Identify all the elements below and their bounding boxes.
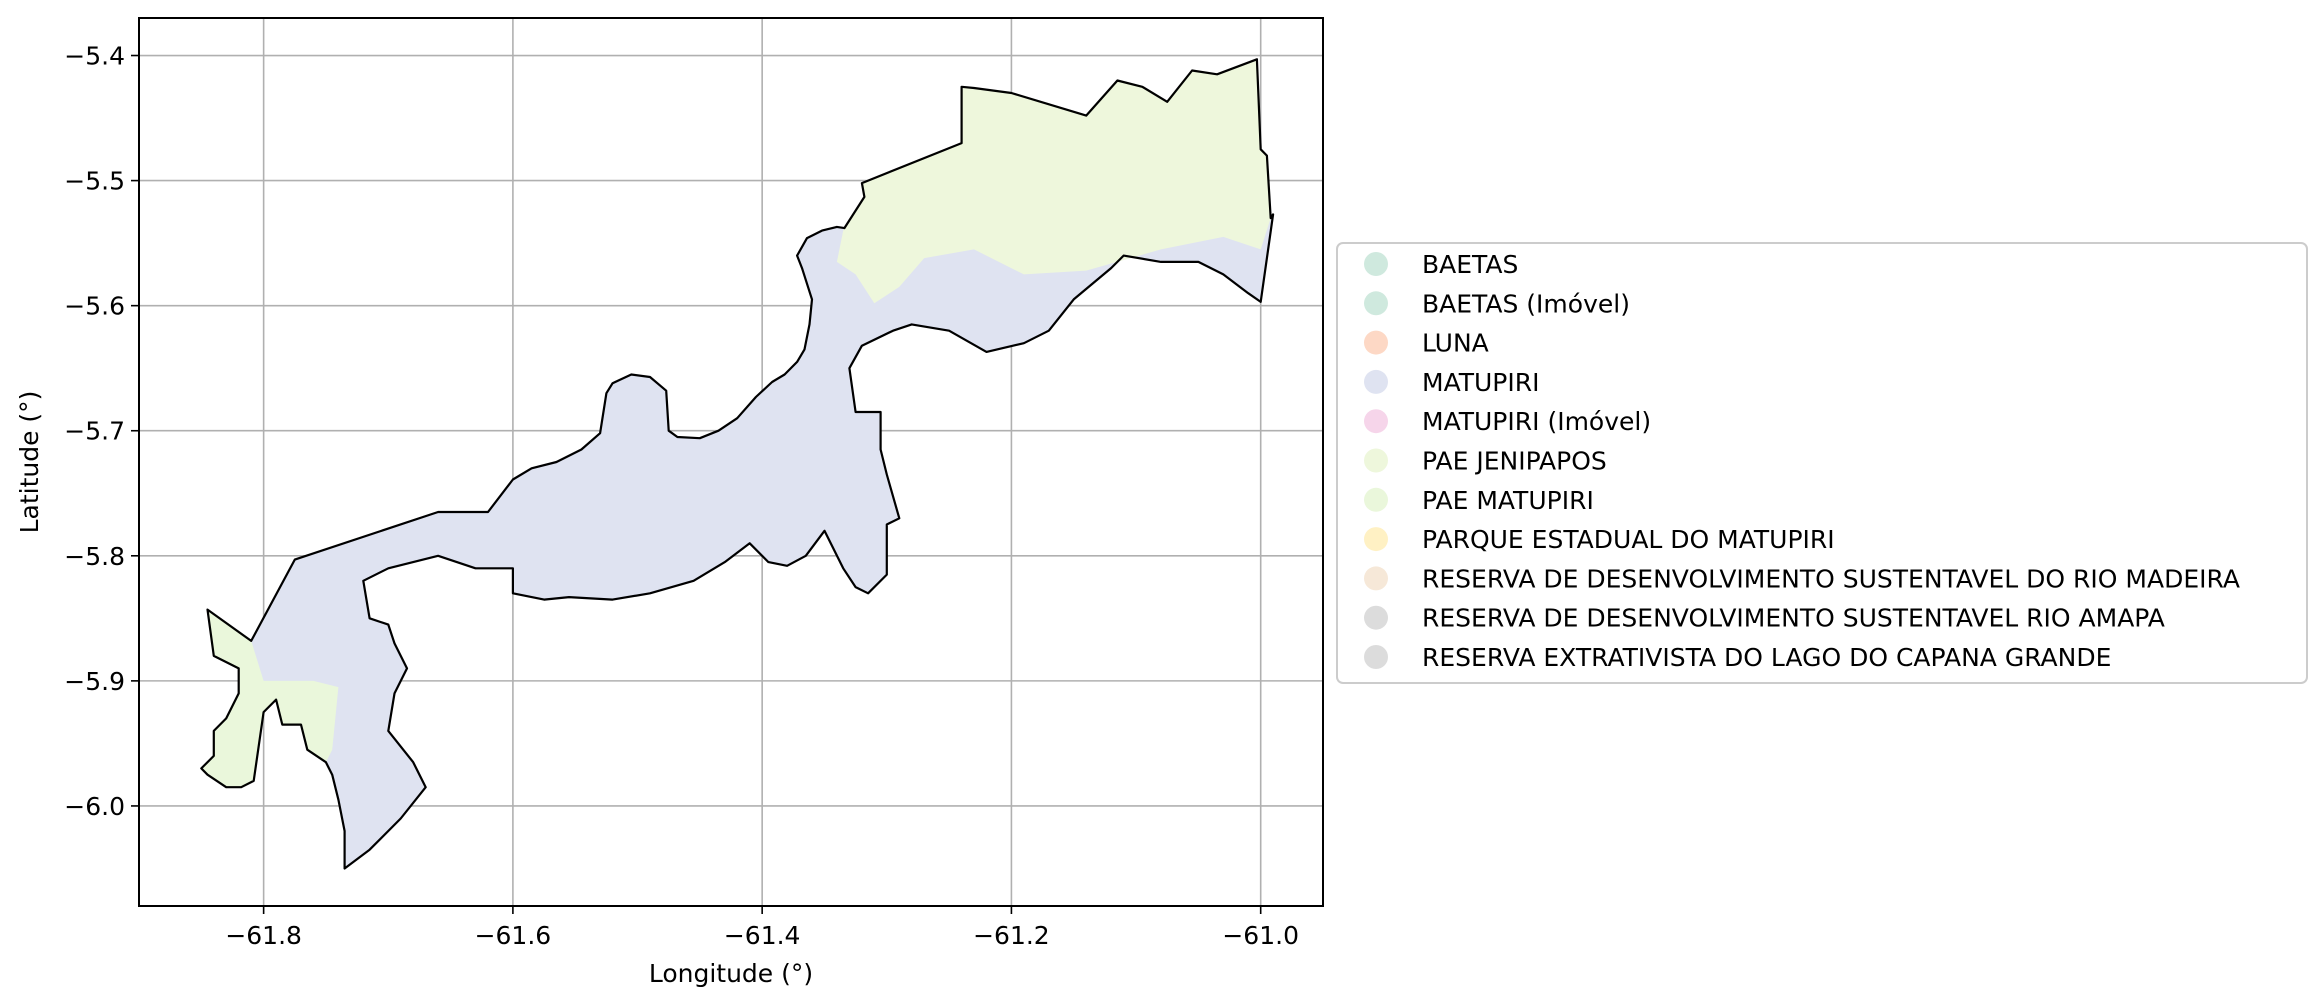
legend-marker bbox=[1364, 645, 1388, 669]
y-tick-label: −5.4 bbox=[64, 42, 125, 71]
y-tick-label: −5.8 bbox=[64, 542, 125, 571]
legend-label: PAE JENIPAPOS bbox=[1422, 447, 1607, 476]
x-axis-label: Longitude (°) bbox=[649, 959, 813, 988]
x-tick-label: −61.6 bbox=[475, 921, 552, 950]
legend: BAETAS BAETAS (Imóvel) LUNA MATUPIRI MATUPIR… bbox=[1336, 242, 2308, 684]
legend-marker bbox=[1364, 369, 1388, 394]
y-tick-label: −5.5 bbox=[64, 167, 125, 196]
legend-label: BAETAS bbox=[1422, 250, 1518, 279]
y-tick-label: −5.6 bbox=[64, 292, 125, 321]
legend-marker bbox=[1364, 409, 1388, 434]
pae-jenipapos-region bbox=[836, 59, 1271, 304]
legend-item: PAE MATUPIRI bbox=[1364, 486, 1594, 515]
x-tick-label: −61.2 bbox=[973, 921, 1050, 950]
legend-item: RESERVA EXTRATIVISTA DO LAGO DO CAPANA G… bbox=[1364, 643, 2111, 672]
legend-item: MATUPIRI (Imóvel) bbox=[1364, 407, 1651, 436]
y-tick-label: −5.9 bbox=[64, 667, 125, 696]
legend-item: BAETAS (Imóvel) bbox=[1364, 289, 1630, 318]
pae-matupiri-region bbox=[201, 609, 339, 788]
legend-label: RESERVA DE DESENVOLVIMENTO SUSTENTAVEL R… bbox=[1422, 604, 2165, 633]
legend-label: RESERVA EXTRATIVISTA DO LAGO DO CAPANA G… bbox=[1422, 643, 2111, 672]
y-tick-label: −5.7 bbox=[64, 417, 125, 446]
legend-label: BAETAS (Imóvel) bbox=[1422, 289, 1630, 318]
legend-label: MATUPIRI bbox=[1422, 368, 1540, 397]
legend-marker bbox=[1364, 330, 1388, 355]
x-tick-label: −61.4 bbox=[724, 921, 801, 950]
y-tick-label: −6.0 bbox=[64, 792, 125, 821]
x-tick-label: −61.8 bbox=[225, 921, 302, 950]
legend-item: BAETAS bbox=[1364, 250, 1518, 279]
y-axis-ticks: −5.4 −5.5 −5.6 −5.7 −5.8 −5.9 −6.0 bbox=[64, 42, 139, 821]
region-layer bbox=[200, 58, 1275, 870]
legend-marker bbox=[1364, 252, 1388, 276]
study-area-outline bbox=[200, 58, 1275, 870]
legend-label: PARQUE ESTADUAL DO MATUPIRI bbox=[1422, 525, 1835, 554]
legend-marker bbox=[1364, 487, 1388, 512]
legend-label: LUNA bbox=[1422, 329, 1489, 358]
legend-label: PAE MATUPIRI bbox=[1422, 486, 1594, 515]
legend-marker bbox=[1364, 605, 1388, 630]
x-tick-label: −61.0 bbox=[1222, 921, 1299, 950]
y-axis-label: Latitude (°) bbox=[15, 391, 44, 534]
legend-box bbox=[1336, 242, 2308, 684]
legend-item: PARQUE ESTADUAL DO MATUPIRI bbox=[1364, 525, 1835, 554]
x-axis-ticks: −61.8 −61.6 −61.4 −61.2 −61.0 bbox=[225, 906, 1299, 950]
legend-label: MATUPIRI (Imóvel) bbox=[1422, 407, 1651, 436]
legend-marker bbox=[1364, 527, 1388, 552]
axes-frame bbox=[138, 17, 1324, 907]
legend-item: LUNA bbox=[1364, 329, 1489, 358]
legend-marker bbox=[1364, 448, 1388, 473]
legend-item: PAE JENIPAPOS bbox=[1364, 447, 1607, 476]
legend-label: RESERVA DE DESENVOLVIMENTO SUSTENTAVEL D… bbox=[1422, 564, 2240, 593]
map-axes: −61.8 −61.6 −61.4 −61.2 −61.0 −5.4−5.5−5.6−5… bbox=[15, 17, 1324, 988]
legend-item: RESERVA DE DESENVOLVIMENTO SUSTENTAVEL D… bbox=[1364, 564, 2240, 593]
legend-marker bbox=[1364, 291, 1388, 316]
legend-marker bbox=[1364, 566, 1388, 591]
legend-item: MATUPIRI bbox=[1364, 368, 1540, 397]
legend-item: RESERVA DE DESENVOLVIMENTO SUSTENTAVEL R… bbox=[1364, 604, 2165, 633]
